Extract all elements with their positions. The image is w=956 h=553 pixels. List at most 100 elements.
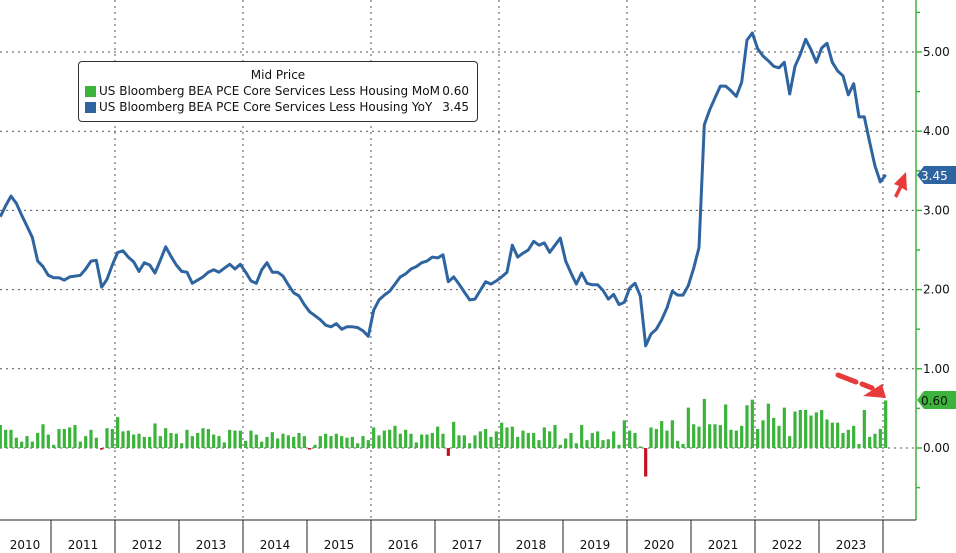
mom-bar	[537, 440, 541, 448]
x-axis-labels: 2010 2011 2012 2013 2014 2015 2016 2017 2018 2019…	[10, 538, 867, 552]
x-tick-label: 2023	[836, 538, 867, 552]
last-value-tag-yoy: 3.45	[917, 166, 956, 184]
mom-bars	[0, 398, 888, 477]
yoy-line	[0, 31, 887, 348]
last-value-tag-mom: 0.60	[917, 391, 956, 409]
mom-bar	[633, 432, 637, 448]
mom-bar	[244, 440, 248, 448]
x-tick-label: 2016	[388, 538, 419, 552]
mom-bar	[612, 431, 616, 448]
mom-bar	[297, 432, 301, 448]
y-tick-label: 5.00	[923, 45, 950, 59]
mom-bar	[366, 440, 370, 448]
mom-bar	[809, 415, 813, 448]
mom-bar	[126, 430, 130, 448]
x-tick-label: 2021	[708, 538, 739, 552]
mom-bar	[846, 429, 850, 448]
mom-bar	[340, 436, 344, 448]
mom-bar	[601, 440, 605, 448]
mom-bar	[100, 448, 104, 450]
mom-bar	[697, 426, 701, 448]
mom-bar	[852, 425, 856, 448]
red-dashed-arrow-icon	[835, 372, 886, 398]
mom-bar	[372, 427, 376, 448]
x-tick-label: 2015	[324, 538, 355, 552]
mom-bar	[73, 425, 77, 448]
mom-bar	[862, 409, 866, 448]
mom-bar	[142, 436, 146, 448]
legend: Mid Price US Bloomberg BEA PCE Core Serv…	[78, 61, 478, 122]
mom-bar	[206, 428, 210, 448]
mom-bar	[686, 407, 690, 448]
x-tick-label: 2019	[580, 538, 611, 552]
mom-bar	[793, 411, 797, 448]
mom-bar	[377, 435, 381, 448]
mom-bar	[398, 433, 402, 448]
x-tick-label: 2022	[772, 538, 803, 552]
y-axis-labels: 5.00 4.00 3.00 2.00 1.00 0.00	[923, 45, 950, 455]
mom-bar	[665, 430, 669, 448]
legend-label: US Bloomberg BEA PCE Core Services Less …	[99, 84, 440, 98]
mom-bar	[265, 436, 269, 448]
mom-bar	[574, 443, 578, 448]
mom-bar	[52, 444, 56, 448]
mom-bar	[222, 442, 226, 448]
mom-bar	[425, 434, 429, 448]
mom-bar	[628, 430, 632, 448]
mom-bar	[324, 433, 328, 448]
mom-bar	[382, 430, 386, 448]
mom-bar	[286, 435, 290, 448]
legend-item-mom: US Bloomberg BEA PCE Core Services Less …	[79, 83, 477, 99]
x-tick-label: 2012	[132, 538, 163, 552]
mom-bar	[201, 428, 205, 448]
mom-bar	[590, 432, 594, 448]
x-tick-label: 2010	[10, 538, 41, 552]
mom-bar	[494, 431, 498, 448]
mom-bar	[868, 436, 872, 448]
mom-bar	[825, 419, 829, 448]
mom-bar	[500, 422, 504, 448]
mom-bar	[884, 400, 888, 448]
mom-bar	[388, 429, 392, 448]
mom-bar	[740, 425, 744, 448]
mom-bar	[14, 437, 18, 448]
mom-bar	[334, 433, 338, 448]
mom-bar	[814, 412, 818, 448]
mom-bar	[196, 432, 200, 448]
legend-swatch-blue	[85, 101, 96, 113]
mom-bar	[654, 428, 658, 448]
mom-bar	[132, 434, 136, 448]
mom-bar	[782, 407, 786, 448]
mom-bar	[841, 432, 845, 448]
mom-bar	[452, 421, 456, 448]
mom-bar	[798, 409, 802, 448]
mom-bar	[217, 436, 221, 448]
mom-bar	[110, 428, 114, 448]
last-value-yoy: 3.45	[921, 169, 948, 183]
mom-bar	[564, 438, 568, 448]
mom-bar	[489, 436, 493, 448]
mom-bar	[260, 441, 264, 448]
mom-bar	[238, 430, 242, 448]
mom-bar	[681, 444, 685, 448]
mom-bar	[526, 432, 530, 448]
mom-bar	[158, 436, 162, 448]
mom-bar	[745, 405, 749, 448]
mom-bar	[585, 440, 589, 448]
y-tick-label: 0.00	[923, 441, 950, 455]
mom-bar	[702, 398, 706, 448]
mom-bar	[713, 424, 717, 448]
mom-bar	[468, 443, 472, 448]
mom-bar	[4, 429, 8, 448]
x-tick-label: 2018	[516, 538, 547, 552]
x-tick-label: 2013	[196, 538, 227, 552]
mom-bar	[878, 428, 882, 448]
mom-bar	[596, 431, 600, 448]
mom-bar	[302, 436, 306, 448]
mom-bar	[718, 425, 722, 448]
mom-bar	[644, 448, 648, 477]
mom-bar	[692, 424, 696, 448]
mom-bar	[180, 443, 184, 448]
mom-bar	[190, 436, 194, 448]
